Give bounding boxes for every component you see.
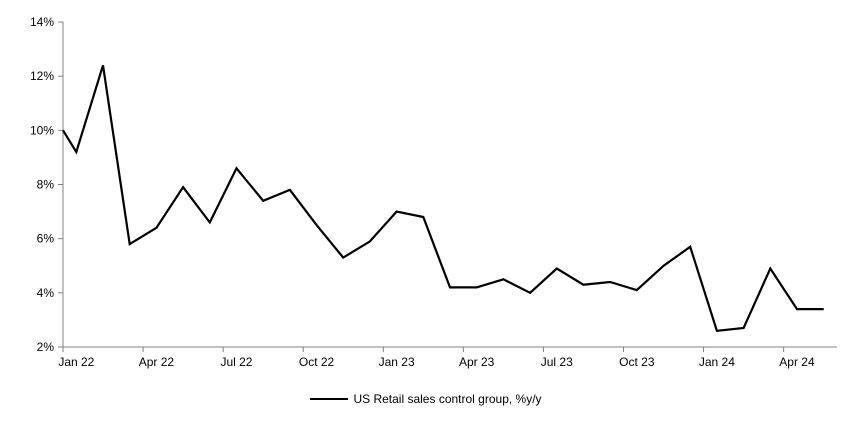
legend-line-swatch	[310, 398, 349, 400]
legend-label: US Retail sales control group, %y/y	[353, 392, 542, 406]
x-axis-tick-label: Apr 24	[779, 355, 815, 369]
x-axis-tick-label: Jan 24	[699, 355, 735, 369]
y-axis-tick-label: 12%	[30, 69, 54, 83]
x-axis-tick-label: Jan 23	[379, 355, 415, 369]
x-axis-tick-label: Oct 23	[619, 355, 655, 369]
y-axis-tick-label: 2%	[37, 340, 55, 354]
x-axis-tick-label: Jan 22	[58, 355, 94, 369]
y-axis-tick-label: 8%	[37, 178, 55, 192]
y-axis-tick-label: 6%	[37, 232, 55, 246]
x-axis-tick-label: Jul 23	[541, 355, 573, 369]
chart-legend: US Retail sales control group, %y/y	[0, 390, 852, 408]
y-axis-tick-label: 14%	[30, 15, 54, 29]
x-axis-tick-label: Apr 23	[459, 355, 495, 369]
x-axis-tick-label: Apr 22	[139, 355, 175, 369]
series-line	[62, 64, 824, 332]
x-axis-tick-label: Jul 22	[220, 355, 252, 369]
y-axis-tick-label: 4%	[37, 286, 55, 300]
y-axis-tick-label: 10%	[30, 123, 54, 137]
x-axis-tick-label: Oct 22	[299, 355, 335, 369]
